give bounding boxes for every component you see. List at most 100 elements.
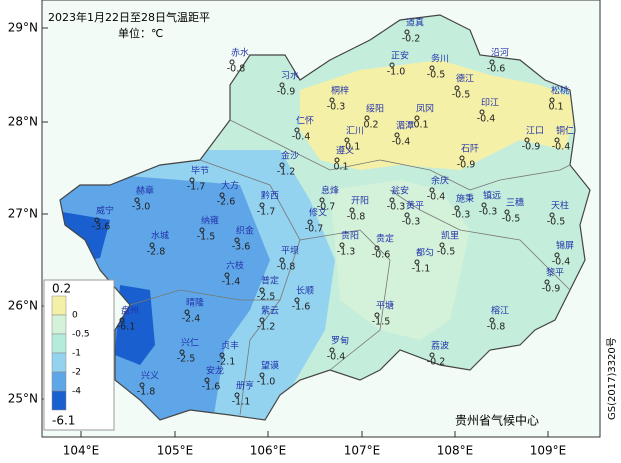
station-name: 六枝 (226, 260, 244, 272)
station-dot (259, 317, 265, 323)
station-dot (414, 259, 420, 265)
prefecture-borders (129, 119, 571, 416)
station-value: -1.0 (387, 67, 406, 78)
station-dot (429, 352, 435, 358)
lat-label: 26°N (8, 299, 38, 313)
lon-label: 106°E (250, 444, 287, 458)
station-dot (414, 115, 420, 121)
station-dot (549, 212, 555, 218)
station-name: 息烽 (321, 185, 339, 197)
legend-label: -6.1 (52, 414, 75, 428)
station-dot (134, 197, 140, 203)
station-name: 德江 (456, 73, 474, 85)
station-dot (429, 65, 435, 71)
station-dot (259, 202, 265, 208)
station-value: -1.7 (187, 182, 206, 193)
station-value: -1.7 (257, 207, 276, 218)
station-dot (234, 392, 240, 398)
station-dot (229, 59, 235, 65)
station-dot (307, 219, 313, 225)
station-value: -0.5 (452, 90, 471, 101)
station-name: 修文 (309, 207, 327, 219)
station-dot (389, 197, 395, 203)
station-name: 印江 (481, 97, 499, 109)
lon-label: 108°E (437, 444, 474, 458)
station-name: 长顺 (296, 285, 314, 297)
station-value: -0.2 (427, 357, 446, 368)
legend-swatch (51, 390, 67, 411)
station-name: 罗甸 (331, 335, 349, 347)
station-value: -0.3 (387, 202, 406, 213)
station-name: 贵定 (376, 233, 394, 245)
station-name: 金沙 (281, 150, 299, 162)
station-dot (94, 217, 100, 223)
station-value: -2.8 (147, 247, 166, 258)
station-dot (454, 205, 460, 211)
station-dot (389, 62, 395, 68)
station-name: 织金 (236, 225, 254, 237)
station-name: 天柱 (551, 200, 569, 212)
station-name: 紫云 (261, 306, 279, 317)
station-value: -6.1 (117, 322, 136, 333)
station-value: -1.2 (257, 322, 276, 333)
station-name: 毕节 (191, 165, 209, 177)
station-dot (489, 317, 495, 323)
station-dot (439, 242, 445, 248)
lat-label: 28°N (8, 115, 38, 129)
station-value: -3.6 (92, 222, 111, 233)
station-dot (374, 312, 380, 318)
station-name: 铜仁 (556, 125, 574, 137)
station-name: 黄平 (406, 200, 424, 212)
station-name: 松桃 (551, 85, 569, 97)
station-name: 晴隆 (186, 297, 204, 309)
legend-label: 0.2 (52, 282, 71, 296)
station-dot (454, 85, 460, 91)
station-value: -0.3 (452, 210, 471, 221)
station-value: -0.4 (552, 257, 571, 268)
station-value: -0.9 (277, 87, 296, 98)
station-value: -0.3 (327, 102, 346, 113)
legend-label: -1 (72, 349, 81, 359)
station-name: 荔波 (431, 340, 449, 352)
title: 2023年1月22日至28日气温距平 (48, 10, 210, 24)
station-dot (524, 137, 530, 143)
station-value: -0.4 (552, 142, 571, 153)
station-name: 榕江 (491, 305, 509, 317)
station-name: 开阳 (351, 196, 369, 207)
station-name: 兴义 (141, 371, 159, 382)
station-name: 习水 (281, 70, 299, 82)
lon-label: 105°E (157, 444, 194, 458)
station-dot (344, 137, 350, 143)
station-name: 沿河 (491, 47, 509, 59)
station-value: -3.0 (132, 202, 151, 213)
station-dot (404, 212, 410, 218)
station-value: -0.9 (457, 160, 476, 171)
station-value: -1.3 (337, 247, 356, 258)
lon-label: 104°E (63, 444, 100, 458)
station-value: -0.9 (542, 284, 561, 295)
station-value: -0.5 (547, 217, 566, 228)
station-name: 黎平 (546, 267, 564, 279)
station-name: 施秉 (456, 193, 474, 205)
station-name: 威宁 (96, 205, 114, 217)
station-value: -2.1 (217, 357, 236, 368)
station-dot (259, 287, 265, 293)
station-name: 正安 (391, 50, 409, 62)
station-dot (554, 137, 560, 143)
station-name: 湄潭 (396, 121, 414, 132)
station-value: -0.8 (347, 212, 366, 223)
station-name: 册亨 (236, 380, 254, 392)
station-dot (429, 187, 435, 193)
station-dot (199, 227, 205, 233)
station-dot (349, 207, 355, 213)
station-name: 仁怀 (296, 115, 314, 127)
station-dot (219, 192, 225, 198)
legend-label: -4 (72, 387, 81, 397)
station-value: -1.2 (277, 167, 296, 178)
station-value: -1.1 (232, 397, 251, 408)
legend-label: -2 (72, 368, 81, 378)
station-dot (329, 347, 335, 353)
legend-swatch (51, 295, 67, 316)
station-dot (139, 382, 145, 388)
